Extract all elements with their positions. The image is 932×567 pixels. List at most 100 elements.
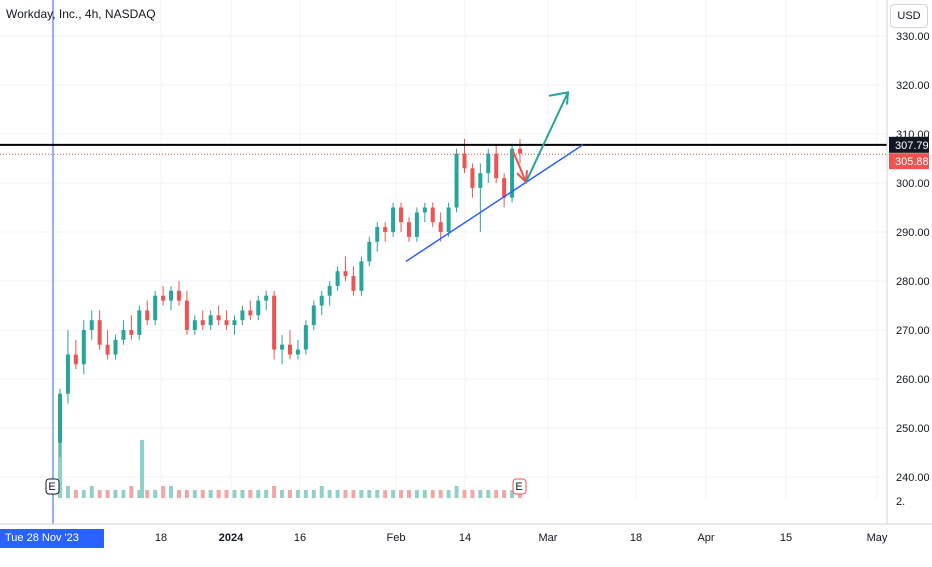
volume-tick-label: 2. — [896, 496, 905, 508]
volume-bar — [129, 486, 133, 498]
resistance-price-label: 307.79 — [895, 140, 929, 152]
volume-bar — [248, 490, 252, 498]
candle-body — [272, 296, 276, 350]
volume-bar — [391, 490, 395, 498]
candle-body — [462, 154, 466, 169]
volume-bar — [320, 486, 324, 498]
volume-bar — [225, 490, 229, 498]
y-tick-label: 300.00 — [896, 178, 930, 190]
candle-body — [177, 291, 181, 301]
candle-body — [185, 301, 189, 330]
candle-body — [106, 345, 110, 355]
candle-body — [455, 154, 459, 208]
crosshair-time-label: Tue 28 Nov '23 14:30 — [0, 529, 104, 548]
candle-body — [502, 178, 506, 198]
time-axis[interactable]: 18 2024 16 Feb 14 Mar 18 Apr 15 May — [0, 524, 932, 544]
volume-bar — [478, 490, 482, 498]
candle-body — [264, 296, 268, 301]
candle-body — [447, 208, 451, 233]
x-tick-label: 15 — [780, 532, 792, 544]
volume-bar — [439, 490, 443, 498]
chart-grid — [0, 0, 887, 524]
candle-body — [217, 315, 221, 320]
volume-bar — [304, 490, 308, 498]
candle-body — [145, 310, 149, 320]
volume-bar — [447, 490, 451, 498]
candle-body — [494, 154, 498, 179]
y-tick-label: 320.00 — [896, 80, 930, 92]
candle-body — [383, 227, 387, 232]
y-tick-label: 290.00 — [896, 227, 930, 239]
volume-bar — [114, 490, 118, 498]
volume-bar — [177, 490, 181, 498]
volume-bar — [90, 486, 94, 498]
volume-bar — [336, 490, 340, 498]
volume-bar — [106, 490, 110, 498]
candle-body — [486, 154, 490, 174]
volume-bar — [232, 490, 236, 498]
candle-body — [74, 355, 78, 365]
candle-body — [328, 286, 332, 296]
y-tick-label: 280.00 — [896, 276, 930, 288]
volume-bar — [296, 490, 300, 498]
currency-button[interactable]: USD — [890, 4, 928, 28]
volume-bar — [344, 490, 348, 498]
volume-bar — [407, 490, 411, 498]
volume-bar — [351, 490, 355, 498]
candle-body — [320, 296, 324, 306]
candle-body — [225, 320, 229, 325]
volume-bar — [272, 486, 276, 498]
candle-body — [351, 276, 355, 291]
volume-bar — [486, 490, 490, 498]
x-tick-label: 18 — [155, 532, 167, 544]
volume-bar — [415, 490, 419, 498]
volume-bar — [359, 490, 363, 498]
x-tick-label: 18 — [630, 532, 642, 544]
volume-bar — [502, 490, 506, 498]
candle-body — [240, 310, 244, 320]
candle-body — [470, 168, 474, 188]
volume-bar — [431, 490, 435, 498]
volume-bar — [383, 490, 387, 498]
candle-body — [114, 340, 118, 355]
volume-bar — [74, 490, 78, 498]
candle-body — [248, 310, 252, 315]
volume-bar — [121, 490, 125, 498]
candle-body — [304, 325, 308, 350]
candle-body — [193, 320, 197, 330]
candle-body — [137, 310, 141, 335]
chart-drawings — [0, 92, 887, 261]
candle-body — [58, 394, 62, 443]
volume-bar — [161, 486, 165, 498]
volume-bar — [399, 490, 403, 498]
volume-bar — [494, 490, 498, 498]
candle-body — [296, 350, 300, 355]
candle-body — [478, 173, 482, 188]
candle-body — [415, 212, 419, 237]
candle-body — [367, 242, 371, 262]
x-tick-label: 16 — [294, 532, 306, 544]
candle-body — [375, 227, 379, 242]
candle-body — [407, 222, 411, 237]
volume-bar — [256, 490, 260, 498]
candle-body — [82, 330, 86, 364]
volume-bar — [423, 490, 427, 498]
candle-body — [90, 320, 94, 330]
volume-bar — [217, 490, 221, 498]
y-tick-label: 250.00 — [896, 423, 930, 435]
price-axis[interactable]: 330.00320.00310.00300.00290.00280.00270.… — [887, 0, 930, 524]
volume-bar — [169, 486, 173, 498]
volume-bar — [240, 490, 244, 498]
volume-bar — [455, 486, 459, 498]
volume-bar — [209, 490, 213, 498]
volume-bar — [288, 490, 292, 498]
candle-body — [288, 345, 292, 355]
volume-bar — [312, 490, 316, 498]
candle-body — [98, 320, 102, 345]
candle-body — [399, 208, 403, 223]
volume-bars — [58, 436, 522, 498]
y-tick-label: 330.00 — [896, 31, 930, 43]
candle-body — [439, 222, 443, 232]
